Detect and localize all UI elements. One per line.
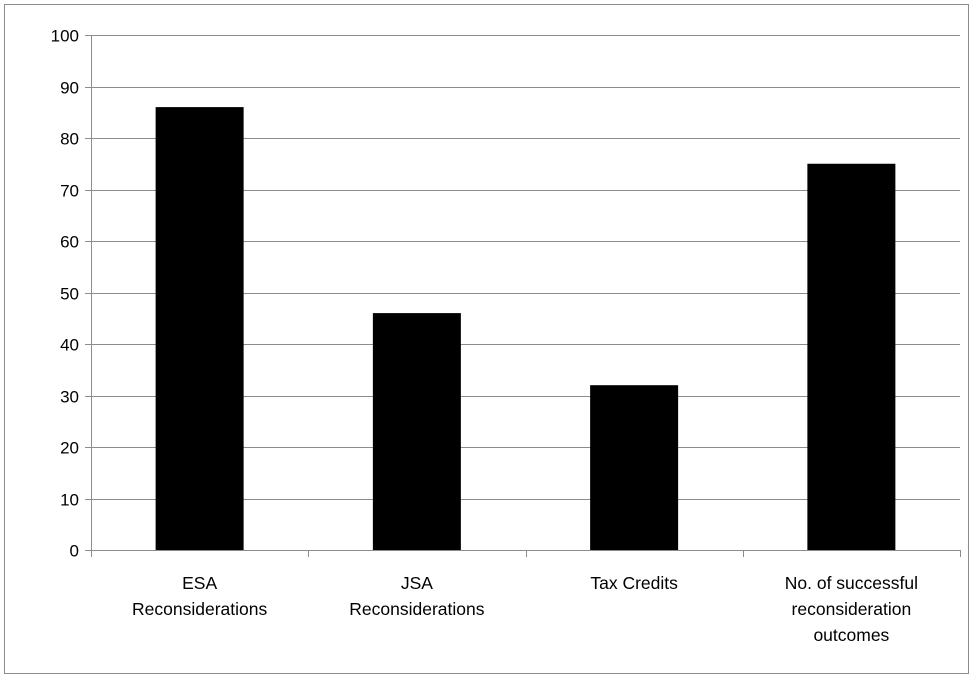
y-tick-label-0: 0: [70, 542, 79, 561]
axes: [85, 35, 961, 557]
x-category-label-line: Tax Credits: [590, 573, 678, 593]
y-tick-label-80: 80: [60, 130, 79, 149]
x-category-label-line: outcomes: [813, 625, 889, 645]
x-category-label-line: reconsideration: [792, 599, 912, 619]
y-tick-label-10: 10: [60, 491, 79, 510]
y-tick-label-30: 30: [60, 388, 79, 407]
y-tick-label-20: 20: [60, 439, 79, 458]
x-category-label-line: JSA: [401, 573, 433, 593]
y-tick-label-50: 50: [60, 285, 79, 304]
x-category-label-3: No. of successful reconsideration outcomes: [785, 573, 918, 645]
x-axis-category-labels: ESA Reconsiderations JSA Reconsiderations Ta…: [132, 573, 918, 645]
x-category-label-line: Reconsiderations: [349, 599, 484, 619]
x-category-label-line: Reconsiderations: [132, 599, 267, 619]
x-category-label-line: No. of successful: [785, 573, 918, 593]
x-category-label-line: ESA: [182, 573, 217, 593]
y-tick-label-60: 60: [60, 233, 79, 252]
x-category-label-1: JSA Reconsiderations: [349, 573, 484, 619]
y-axis-tick-labels: 0 10 20 30 40 50 60 70 80 90 100: [51, 27, 79, 561]
bars: [155, 107, 896, 550]
y-tick-label-100: 100: [51, 27, 79, 46]
bar-3: [807, 163, 896, 550]
bar-2: [590, 385, 679, 550]
y-tick-label-40: 40: [60, 336, 79, 355]
y-tick-label-70: 70: [60, 182, 79, 201]
y-tick-label-90: 90: [60, 79, 79, 98]
x-category-label-0: ESA Reconsiderations: [132, 573, 267, 619]
x-category-label-2: Tax Credits: [590, 573, 678, 593]
bar-1: [372, 313, 461, 550]
bar-0: [155, 107, 244, 550]
